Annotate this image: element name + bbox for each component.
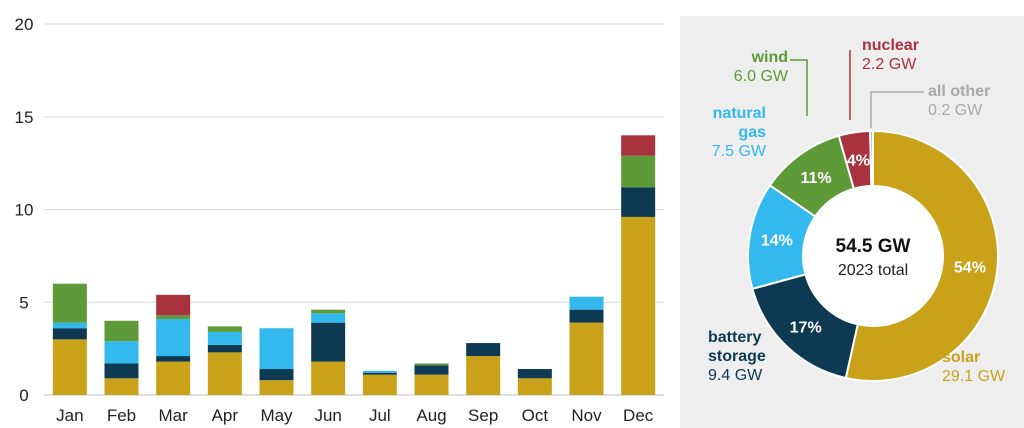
bar-segment-battery-storage [52, 328, 87, 340]
bar-segment-nuclear [156, 294, 191, 316]
donut-pct-label: 14% [761, 233, 793, 250]
bar-segment-natural-gas [52, 322, 87, 329]
all-other-label: all other 0.2 GW [928, 82, 990, 120]
nuclear-label-name: nuclear [862, 37, 919, 54]
bar-segment-solar [259, 380, 294, 395]
bar-segment-solar [466, 356, 501, 395]
nuclear-label: nuclear 2.2 GW [862, 36, 919, 74]
wind-label-value: 6.0 GW [733, 68, 788, 85]
bar-segment-battery-storage [311, 322, 346, 362]
natural-gas-label-line1: natural [712, 105, 766, 122]
bar-segment-natural-gas [259, 328, 294, 370]
bar-segment-wind [104, 320, 139, 342]
all-other-label-name: all other [928, 83, 991, 100]
x-tick-label: Apr [212, 406, 239, 425]
bar-segment-battery-storage [466, 343, 501, 357]
x-tick-label: Nov [571, 406, 602, 425]
donut-chart: 54% 17% 14% 11% 4% 54.5 GW 2023 total [747, 50, 999, 382]
bar-segment-wind [156, 315, 191, 319]
bar-segment-battery-storage [259, 369, 294, 381]
natural-gas-label-value: 7.5 GW [711, 143, 766, 160]
bar-segment-battery-storage [517, 369, 552, 379]
bar-segment-natural-gas [207, 331, 242, 345]
solar-label: solar 29.1 GW [942, 348, 1005, 386]
bar-segment-wind [52, 283, 87, 323]
wind-label-name: wind [751, 49, 788, 66]
all-other-leader-line [870, 91, 924, 128]
bar-segment-solar [311, 361, 346, 395]
y-tick-label: 10 [15, 201, 34, 220]
donut-pct-label: 11% [800, 170, 831, 187]
x-tick-label: Jul [369, 406, 391, 425]
bar-segment-solar [104, 378, 139, 395]
wind-label: wind 6.0 GW [718, 48, 788, 86]
solar-label-value: 29.1 GW [942, 368, 1006, 385]
natural-gas-label-line2: gas [738, 124, 766, 141]
bar-segment-natural-gas [311, 313, 346, 323]
nuclear-label-value: 2.2 GW [862, 56, 917, 73]
battery-storage-label: battery storage 9.4 GW [708, 328, 766, 385]
bar-segment-natural-gas [569, 296, 604, 310]
bar-segment-nuclear [621, 135, 656, 156]
bar-segment-natural-gas [362, 370, 397, 373]
natural-gas-label: natural gas 7.5 GW [694, 104, 766, 161]
x-tick-label: Jan [56, 406, 83, 425]
bar-segment-wind [621, 155, 656, 188]
bar-segment-solar [621, 216, 656, 395]
bar-segment-wind [207, 326, 242, 332]
x-tick-label: Oct [522, 406, 549, 425]
donut-center-label: 2023 total [838, 262, 908, 279]
x-tick-label: Feb [107, 406, 136, 425]
x-tick-label: May [260, 406, 293, 425]
y-tick-label: 5 [19, 293, 28, 312]
bar-segment-solar [52, 339, 87, 395]
bar-segment-solar [362, 374, 397, 395]
bar-segment-wind [414, 363, 449, 366]
bar-segment-battery-storage [207, 344, 242, 353]
bar-segment-natural-gas [156, 318, 191, 357]
donut-hole [804, 187, 942, 325]
x-tick-label: Dec [623, 406, 654, 425]
bar-segment-natural-gas [104, 341, 139, 364]
donut-slice-all-other [869, 129, 874, 188]
donut-slice-solar [844, 129, 999, 382]
bar-segment-battery-storage [362, 372, 397, 375]
x-tick-label: Jun [314, 406, 341, 425]
donut-pct-label: 17% [790, 320, 822, 337]
bar-segment-solar [156, 361, 191, 395]
x-tick-label: Sep [468, 406, 498, 425]
monthly-bar-chart: 0 5 10 15 20 Jan Feb Mar Apr May Jun Jul Aug Sep Oct No… [15, 15, 664, 425]
solar-label-name: solar [942, 349, 981, 366]
bar-segment-battery-storage [621, 187, 656, 217]
battery-storage-label-line1: battery [708, 329, 762, 346]
bar-segment-solar [414, 374, 449, 395]
y-tick-label: 0 [19, 386, 28, 405]
donut-center-value: 54.5 GW [836, 236, 911, 257]
bar-segment-wind [311, 309, 346, 314]
donut-pct-label: 4% [847, 153, 870, 170]
wind-leader-line [790, 59, 808, 116]
battery-storage-label-value: 9.4 GW [708, 367, 763, 384]
annual-total-donut-panel: 54% 17% 14% 11% 4% 54.5 GW 2023 total wind 6.0… [680, 16, 1024, 428]
bar-segment-solar [517, 378, 552, 395]
battery-storage-label-line2: storage [708, 348, 766, 365]
donut-pct-label: 54% [954, 260, 986, 277]
x-tick-label: Mar [159, 406, 189, 425]
y-tick-label: 15 [15, 108, 34, 127]
all-other-label-value: 0.2 GW [928, 102, 983, 119]
x-tick-label: Aug [416, 406, 446, 425]
bar-segment-battery-storage [569, 309, 604, 323]
bar-segment-solar [569, 322, 604, 395]
bar-segment-battery-storage [414, 365, 449, 375]
bar-segment-battery-storage [156, 356, 191, 362]
bar-segment-battery-storage [104, 363, 139, 379]
bar-segment-solar [207, 352, 242, 395]
y-tick-label: 20 [15, 15, 34, 34]
